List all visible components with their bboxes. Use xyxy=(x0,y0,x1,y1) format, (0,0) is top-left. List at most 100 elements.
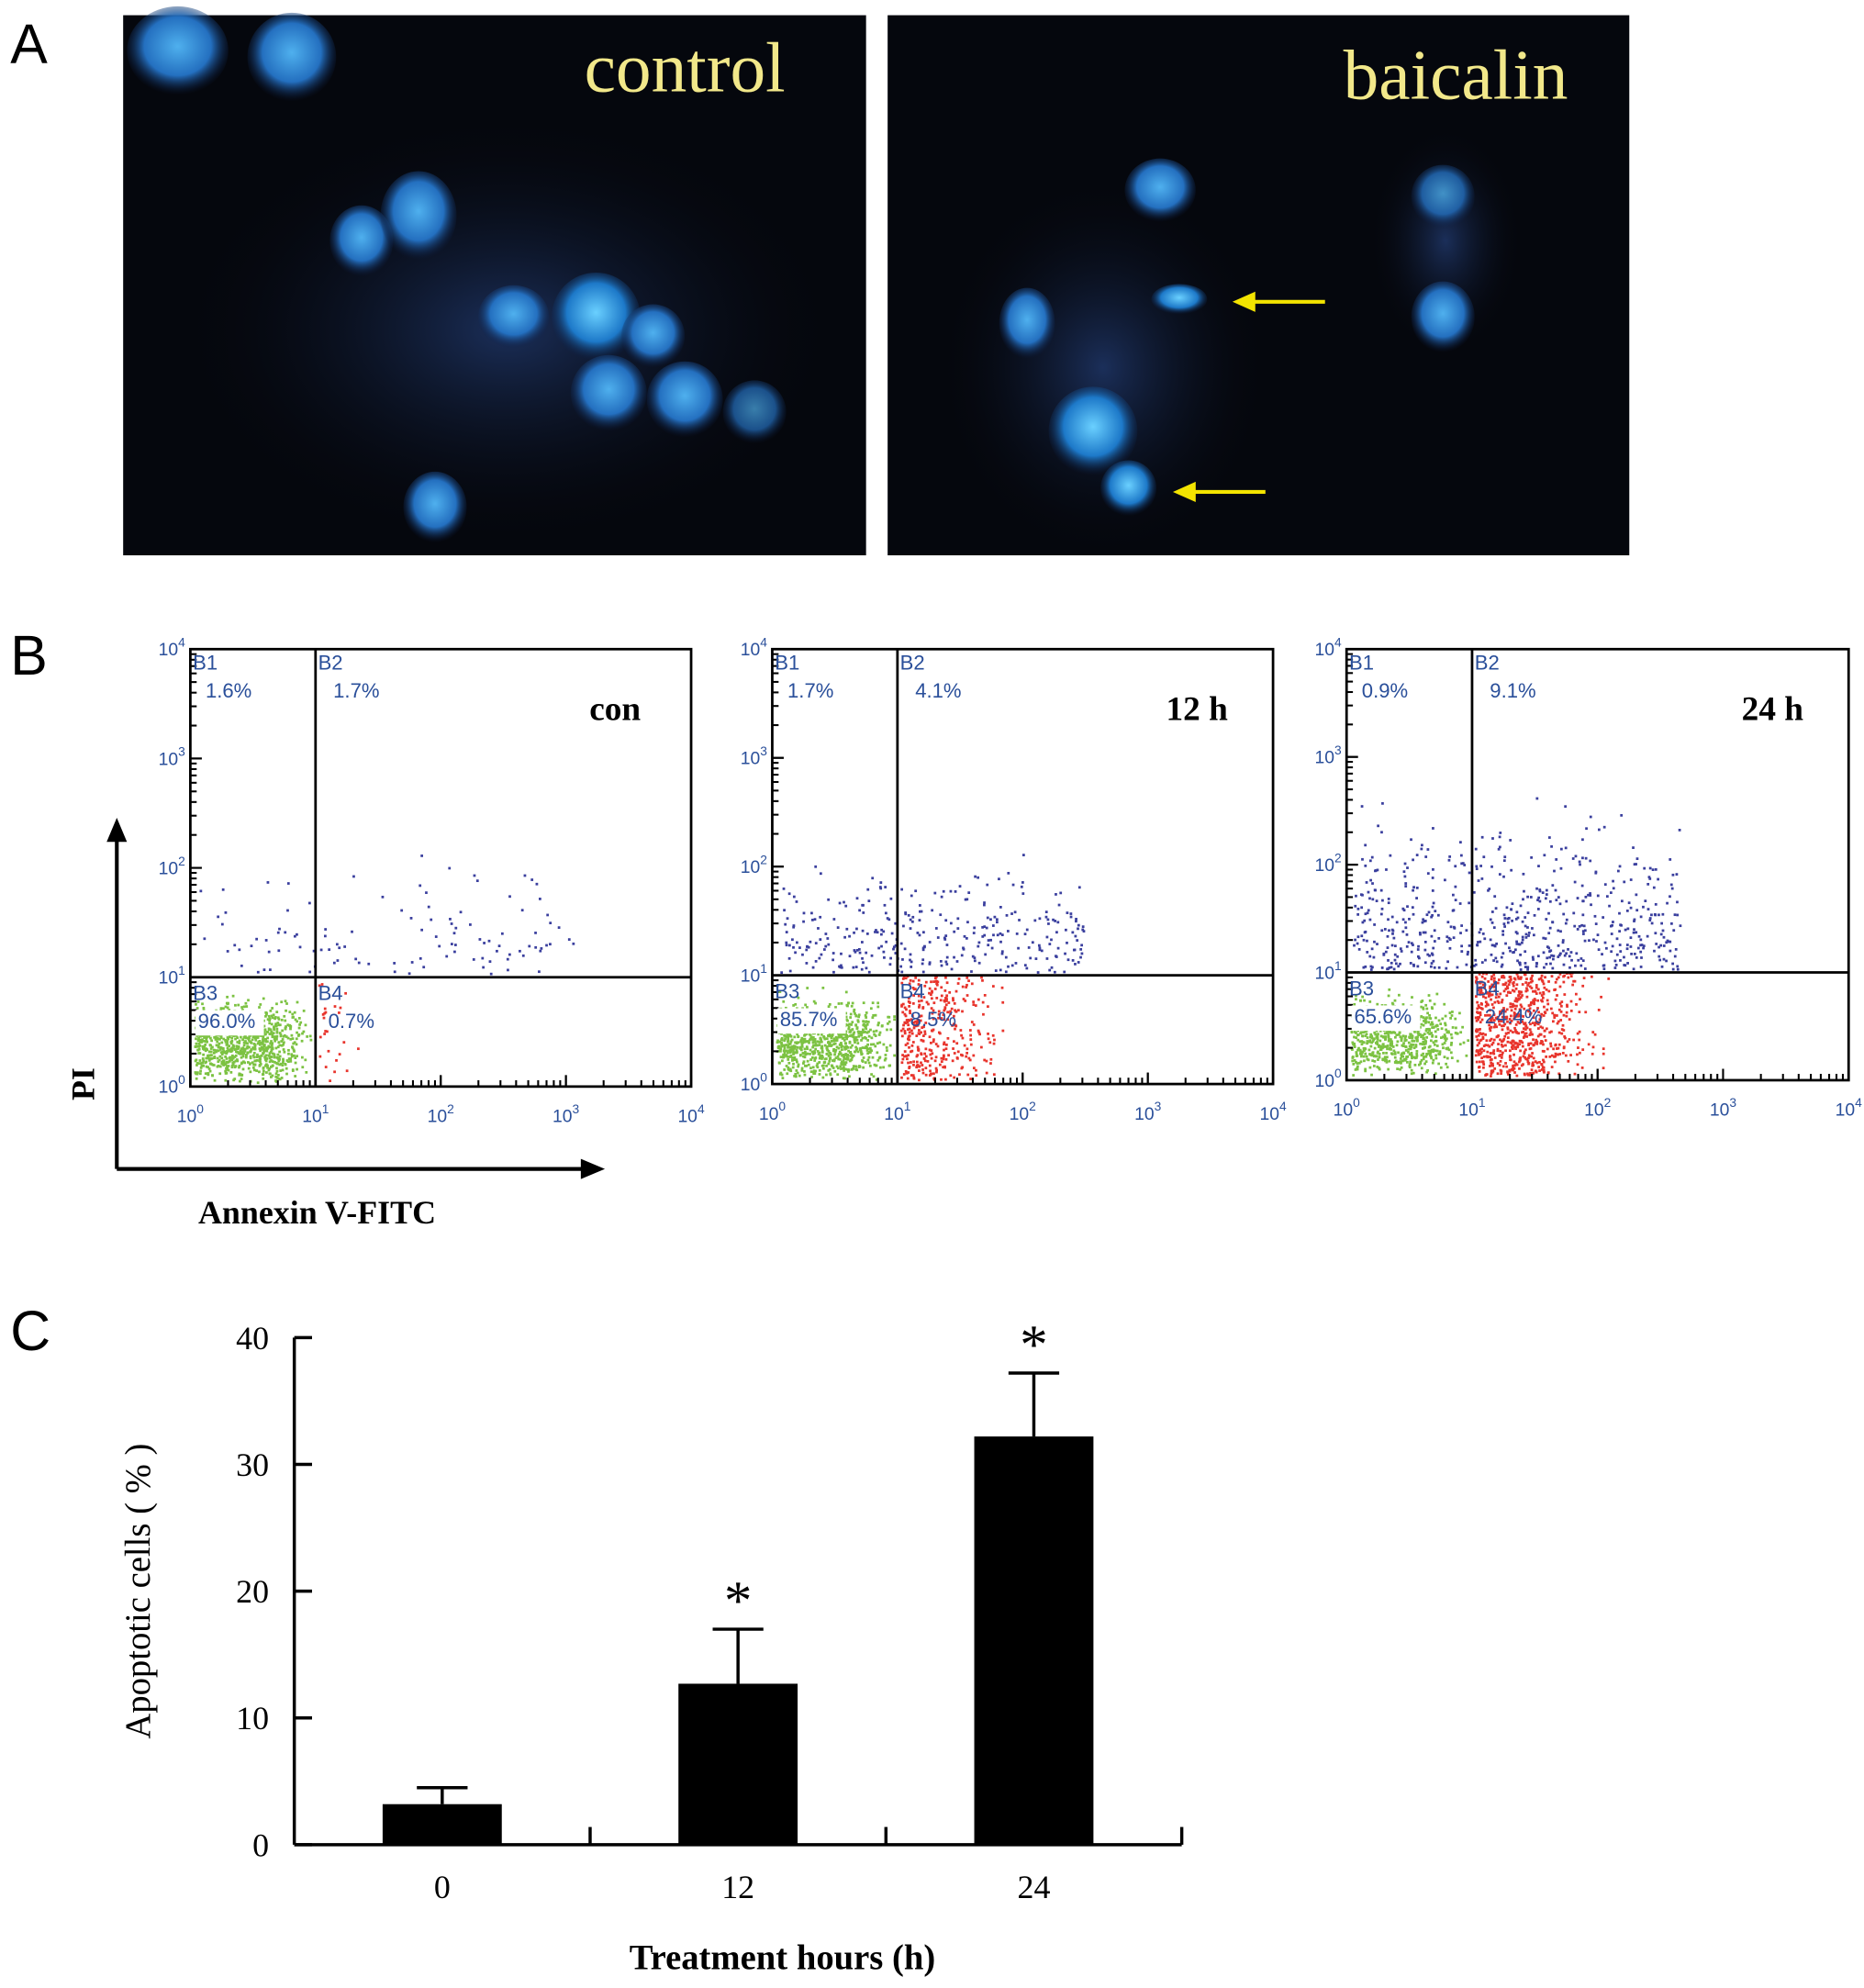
event-dot xyxy=(1373,923,1376,926)
event-dot xyxy=(1424,855,1428,858)
event-dot xyxy=(930,1072,933,1076)
event-dot xyxy=(1454,865,1457,868)
event-dot xyxy=(1597,828,1601,832)
event-dot xyxy=(1356,1054,1359,1057)
event-dot xyxy=(998,877,1000,881)
event-dot xyxy=(1369,965,1373,968)
event-dot xyxy=(438,944,441,948)
event-dot xyxy=(971,955,975,958)
event-dot xyxy=(934,1067,938,1070)
event-dot xyxy=(1401,907,1405,910)
event-dot xyxy=(1568,966,1571,969)
event-dot xyxy=(785,1044,788,1046)
tick-label: 103 xyxy=(1314,743,1342,768)
event-dot xyxy=(1564,846,1568,850)
event-dot xyxy=(294,1061,297,1065)
event-dot xyxy=(276,1053,280,1056)
event-dot xyxy=(783,1049,787,1053)
event-dot xyxy=(425,891,428,895)
event-dot xyxy=(1490,921,1494,924)
tick-base: 10 xyxy=(1710,1101,1730,1121)
event-dot xyxy=(1532,958,1535,961)
event-dot xyxy=(870,954,874,957)
event-dot xyxy=(229,1057,232,1060)
event-dot xyxy=(1423,1042,1426,1045)
event-dot xyxy=(269,1072,272,1076)
event-dot xyxy=(286,909,289,912)
event-dot xyxy=(1423,920,1426,923)
event-dot xyxy=(907,1061,910,1065)
event-dot xyxy=(1488,1013,1491,1017)
event-dot xyxy=(1356,942,1359,945)
event-dot xyxy=(803,1064,807,1067)
event-dot xyxy=(206,1066,209,1069)
event-dot xyxy=(1524,1028,1527,1031)
event-dot xyxy=(783,1044,787,1048)
event-dot xyxy=(953,1040,955,1044)
event-dot xyxy=(1418,1033,1422,1036)
event-dot xyxy=(195,1064,198,1067)
event-dot xyxy=(240,1055,243,1059)
event-dot xyxy=(1423,1018,1427,1022)
event-dot xyxy=(837,1057,841,1061)
event-dot xyxy=(1554,1052,1557,1055)
event-dot xyxy=(1536,999,1540,1002)
tick-label: 103 xyxy=(553,1101,580,1127)
tick-label: 103 xyxy=(159,744,186,770)
event-dot xyxy=(814,1069,817,1073)
event-dot xyxy=(849,1055,853,1057)
event-dot xyxy=(1529,896,1533,899)
event-dot xyxy=(1082,930,1086,933)
event-dot xyxy=(1489,1058,1492,1062)
event-dot xyxy=(230,1036,234,1040)
event-dot xyxy=(1365,881,1368,884)
event-dot xyxy=(814,865,818,868)
event-dot xyxy=(230,1058,234,1062)
event-dot xyxy=(1544,897,1547,900)
event-dot xyxy=(1388,988,1391,991)
event-dot xyxy=(1546,1047,1549,1051)
event-dot xyxy=(1077,886,1081,889)
event-dot xyxy=(786,1035,789,1039)
event-dot xyxy=(1529,1031,1533,1033)
event-dot xyxy=(787,892,791,896)
event-dot xyxy=(1497,995,1501,999)
event-dot xyxy=(1627,901,1631,905)
event-dot xyxy=(242,1050,246,1053)
event-dot xyxy=(1676,900,1679,904)
event-dot xyxy=(244,1041,247,1044)
event-dot xyxy=(1522,1036,1525,1039)
event-dot xyxy=(915,1034,919,1037)
event-dot xyxy=(914,988,917,990)
event-dot xyxy=(843,1056,846,1060)
event-dot xyxy=(1428,954,1431,957)
event-dot xyxy=(1633,928,1635,932)
event-dot xyxy=(860,1039,863,1042)
event-dot xyxy=(1497,1043,1500,1045)
event-dot xyxy=(823,1057,827,1061)
event-dot xyxy=(787,1066,790,1069)
event-dot xyxy=(1440,1027,1444,1031)
event-dot xyxy=(1518,1008,1522,1011)
event-dot xyxy=(953,1001,956,1005)
event-dot xyxy=(965,1055,968,1058)
event-dot xyxy=(508,953,511,956)
x-tick-label: 0 xyxy=(434,1869,451,1905)
event-dot xyxy=(826,1041,830,1044)
quadrant-percent: 1.7% xyxy=(787,679,833,702)
event-dot xyxy=(534,932,537,934)
event-dot xyxy=(239,1079,241,1083)
event-dot xyxy=(1502,922,1506,925)
event-dot xyxy=(1491,1041,1495,1044)
event-dot xyxy=(796,941,798,944)
event-dot xyxy=(1511,1047,1514,1051)
event-dot xyxy=(1437,1019,1441,1022)
event-dot xyxy=(904,1022,908,1025)
event-dot xyxy=(909,927,912,930)
event-dot xyxy=(1589,894,1592,897)
event-dot xyxy=(784,1006,787,1010)
event-dot xyxy=(1443,1002,1446,1006)
event-dot xyxy=(1515,1031,1519,1034)
event-dot xyxy=(840,1042,843,1044)
event-dot xyxy=(935,982,938,986)
